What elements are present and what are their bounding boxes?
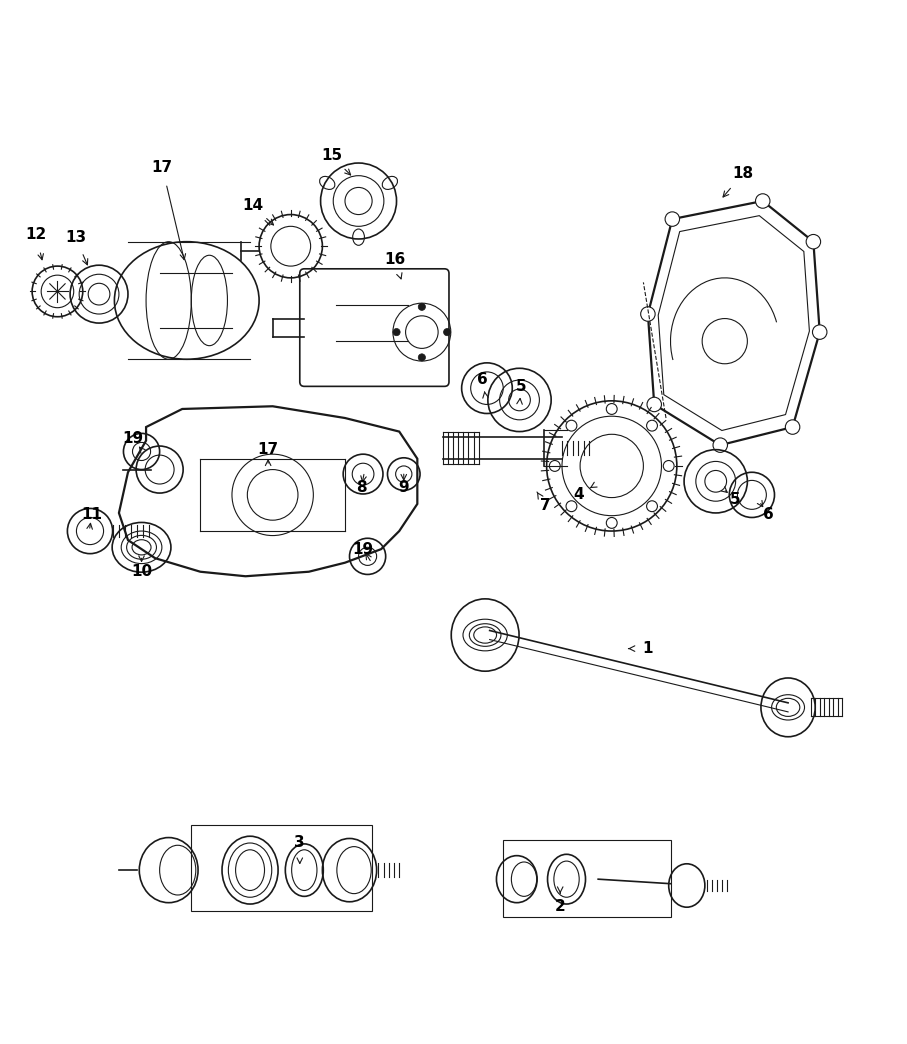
Circle shape (806, 235, 821, 248)
Circle shape (393, 329, 400, 336)
Circle shape (640, 307, 655, 322)
Circle shape (665, 212, 679, 227)
Text: 11: 11 (82, 507, 102, 522)
Circle shape (606, 518, 617, 528)
Text: 5: 5 (730, 492, 741, 507)
Text: 6: 6 (763, 507, 774, 522)
Text: 15: 15 (321, 148, 342, 163)
Text: 10: 10 (131, 564, 152, 579)
Circle shape (785, 420, 800, 434)
Circle shape (647, 397, 661, 411)
Circle shape (550, 460, 561, 471)
Text: 19: 19 (122, 431, 143, 447)
Circle shape (444, 329, 451, 336)
Text: 6: 6 (477, 372, 488, 386)
Text: 2: 2 (555, 899, 566, 914)
Text: 17: 17 (151, 160, 173, 175)
Circle shape (606, 404, 617, 414)
Text: 9: 9 (398, 480, 409, 495)
Circle shape (663, 460, 674, 471)
Text: 16: 16 (384, 253, 405, 267)
Text: 8: 8 (356, 480, 366, 495)
Text: 7: 7 (541, 498, 551, 514)
Circle shape (647, 421, 658, 431)
Circle shape (566, 501, 577, 512)
Text: 14: 14 (242, 198, 263, 213)
Circle shape (418, 303, 425, 310)
Text: 13: 13 (65, 230, 86, 244)
Text: 5: 5 (516, 379, 527, 394)
Circle shape (566, 421, 577, 431)
Text: 18: 18 (732, 166, 754, 182)
Text: 12: 12 (25, 227, 46, 242)
Bar (503, 840, 670, 917)
Circle shape (756, 194, 770, 208)
Bar (191, 825, 372, 910)
Text: 1: 1 (643, 641, 653, 656)
Text: 19: 19 (353, 542, 374, 556)
Circle shape (418, 354, 425, 361)
Text: 4: 4 (573, 488, 583, 502)
Text: 3: 3 (295, 835, 305, 851)
Circle shape (713, 437, 727, 452)
Circle shape (813, 325, 827, 339)
Text: 17: 17 (258, 443, 278, 457)
Circle shape (647, 501, 658, 512)
